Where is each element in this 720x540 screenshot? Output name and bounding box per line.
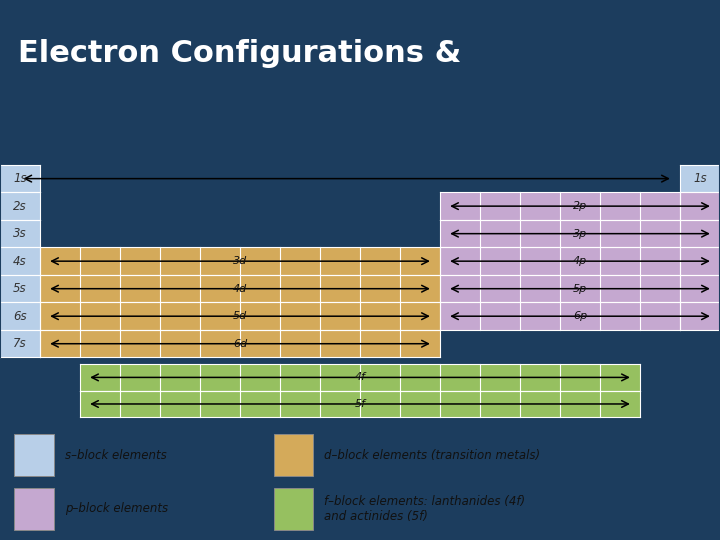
Text: 2s: 2s — [13, 200, 27, 213]
Text: 6p: 6p — [573, 311, 587, 321]
Bar — [274, 434, 313, 476]
Text: 4p: 4p — [573, 256, 587, 266]
Text: 3p: 3p — [573, 228, 587, 239]
Bar — [80, 391, 640, 417]
Text: 1s: 1s — [13, 172, 27, 185]
Text: 4f: 4f — [354, 373, 366, 382]
Text: p–block elements: p–block elements — [65, 502, 168, 515]
Bar — [0, 247, 40, 275]
Bar — [440, 220, 680, 247]
Bar — [680, 302, 720, 330]
Text: 5p: 5p — [573, 284, 587, 294]
Text: s–block elements: s–block elements — [65, 449, 166, 462]
Bar — [40, 330, 440, 357]
Text: 3s: 3s — [13, 227, 27, 240]
Bar — [0, 165, 40, 192]
Bar — [274, 488, 313, 530]
Text: d–block elements (transition metals): d–block elements (transition metals) — [324, 449, 540, 462]
Text: f–block elements: lanthanides (4f)
and actinides (5f): f–block elements: lanthanides (4f) and a… — [324, 495, 525, 523]
Text: 7s: 7s — [13, 337, 27, 350]
Bar — [680, 247, 720, 275]
Text: 2p: 2p — [573, 201, 587, 211]
Bar — [40, 247, 440, 275]
Bar — [80, 364, 640, 391]
Bar — [440, 192, 680, 220]
Bar — [440, 275, 680, 302]
Bar — [680, 192, 720, 220]
Bar — [14, 434, 54, 476]
Text: 6s: 6s — [13, 310, 27, 323]
Text: 5s: 5s — [13, 282, 27, 295]
Text: 1s: 1s — [693, 172, 707, 185]
Text: 3d: 3d — [233, 256, 247, 266]
Bar — [680, 220, 720, 247]
Bar — [680, 275, 720, 302]
Text: 6d: 6d — [233, 339, 247, 349]
Bar — [0, 330, 40, 357]
Text: 5d: 5d — [233, 311, 247, 321]
Text: 4d: 4d — [233, 284, 247, 294]
Bar — [440, 302, 680, 330]
Text: 4s: 4s — [13, 255, 27, 268]
Bar — [40, 302, 440, 330]
Bar — [0, 275, 40, 302]
Bar — [0, 302, 40, 330]
Text: 5f: 5f — [354, 399, 366, 409]
Bar — [14, 488, 54, 530]
Bar — [40, 275, 440, 302]
Text: Electron Configurations &: Electron Configurations & — [19, 39, 462, 68]
Bar — [0, 192, 40, 220]
Bar — [0, 220, 40, 247]
Bar — [440, 247, 680, 275]
Bar — [680, 165, 720, 192]
